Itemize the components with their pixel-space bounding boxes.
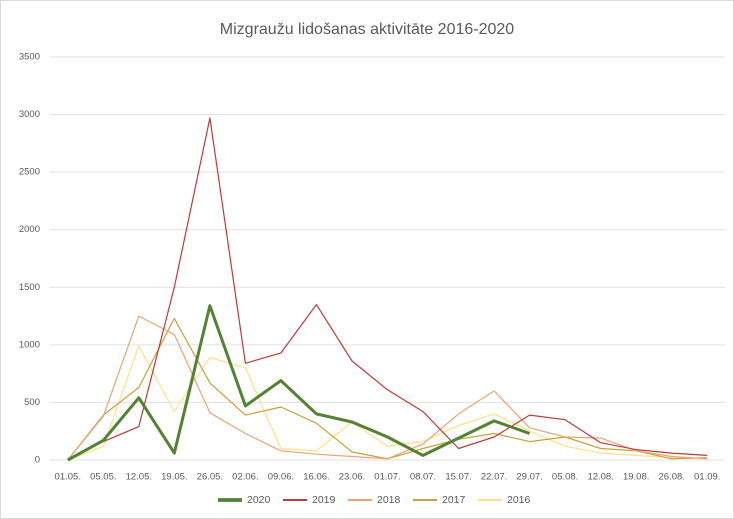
x-tick-label: 26.05. bbox=[197, 472, 223, 483]
y-tick-label: 3500 bbox=[19, 52, 40, 63]
x-tick-label: 22.07. bbox=[481, 472, 507, 483]
line bbox=[67, 315, 708, 461]
chart-title: Mizgraužu lidošanas aktivitāte 2016-2020 bbox=[220, 21, 515, 38]
x-tick-label: 01.05. bbox=[55, 472, 81, 483]
x-tick-label: 16.06. bbox=[303, 472, 329, 483]
x-tick-label: 12.05. bbox=[126, 472, 152, 483]
x-tick-label: 05.05. bbox=[90, 472, 116, 483]
x-tick-label: 08.07. bbox=[410, 472, 436, 483]
y-tick-label: 1500 bbox=[19, 282, 40, 293]
y-tick-label: 0 bbox=[35, 455, 40, 466]
x-tick-label: 02.06. bbox=[232, 472, 258, 483]
x-tick-label: 23.06. bbox=[339, 472, 365, 483]
legend-label: 2019 bbox=[312, 494, 336, 506]
legend-label: 2016 bbox=[507, 494, 531, 506]
line bbox=[67, 117, 708, 461]
x-tick-label: 01.07. bbox=[374, 472, 400, 483]
x-tick-label: 19.05. bbox=[161, 472, 187, 483]
y-tick-label: 3000 bbox=[19, 109, 40, 120]
y-tick-label: 2500 bbox=[19, 167, 40, 178]
x-tick-label: 05.08. bbox=[552, 472, 578, 483]
legend-label: 2018 bbox=[377, 494, 401, 506]
legend-label: 2017 bbox=[442, 494, 466, 506]
legend-label: 2020 bbox=[247, 494, 271, 506]
x-tick-label: 19.08. bbox=[623, 472, 649, 483]
y-tick-label: 1000 bbox=[19, 339, 40, 350]
y-tick-label: 500 bbox=[24, 397, 40, 408]
y-tick-label: 2000 bbox=[19, 224, 40, 235]
x-tick-label: 29.07. bbox=[516, 472, 542, 483]
x-tick-label: 01.09. bbox=[694, 472, 720, 483]
x-tick-label: 26.08. bbox=[658, 472, 684, 483]
x-tick-label: 09.06. bbox=[268, 472, 294, 483]
line bbox=[67, 345, 708, 461]
x-tick-label: 12.08. bbox=[587, 472, 613, 483]
line bbox=[67, 304, 531, 462]
x-tick-label: 15.07. bbox=[445, 472, 471, 483]
